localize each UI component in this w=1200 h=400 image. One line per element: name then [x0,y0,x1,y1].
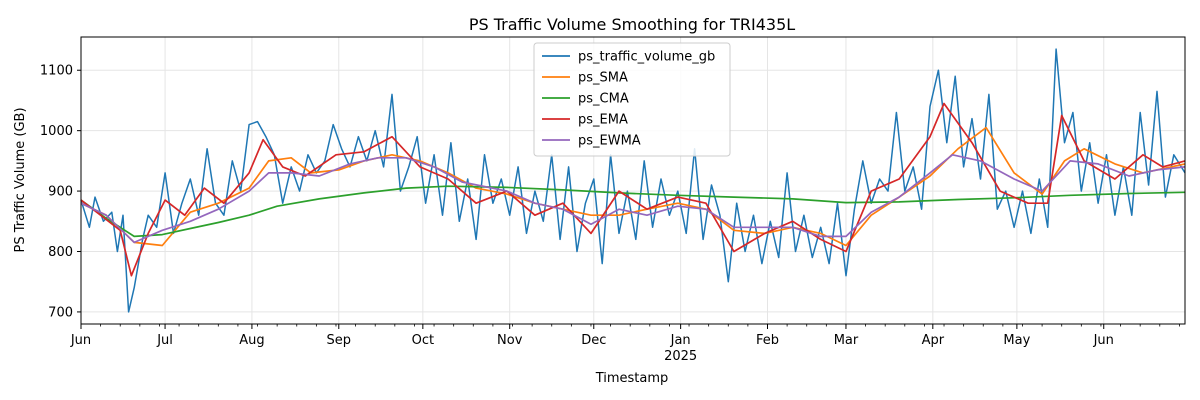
x-tick-label: Jan [670,333,691,348]
y-tick-label: 800 [48,245,73,260]
x-tick-label: Aug [239,333,264,348]
legend-label: ps_traffic_volume_gb [578,50,715,65]
series-line-ps_EWMA [80,153,1186,244]
y-tick-label: 700 [48,305,73,320]
x-tick-label: Feb [756,333,779,348]
y-tick-label: 1000 [40,124,73,139]
x-tick-label: Mar [834,333,859,348]
x-tick-label: Sep [327,333,352,348]
legend-label: ps_EMA [578,113,628,128]
chart-title: PS Traffic Volume Smoothing for TRI435L [469,15,795,34]
legend-label: ps_EWMA [578,134,641,149]
x-tick-label: Jul [156,333,173,348]
y-tick-label: 1100 [40,64,73,79]
series-line-ps_CMA [80,185,1186,238]
x-tick-label: Nov [497,333,523,348]
x-tick-label: Apr [922,333,945,348]
series-layer [80,48,1186,313]
x-tick-label: Jun [1093,333,1114,348]
plot-frame [80,36,1186,325]
legend-label: ps_CMA [578,92,629,107]
y-axis: 700 800 900 1000 1100 [40,64,81,320]
x-tick-label: May [1003,333,1030,348]
x-axis-title: Timestamp [595,371,669,386]
y-tick-label: 900 [48,185,73,200]
legend-label: ps_SMA [578,71,628,86]
x-tick-label: Jun [70,333,91,348]
series-line-ps_EMA [80,102,1186,277]
x-tick-label: Oct [412,333,434,348]
x-tick-label: Dec [581,333,606,348]
legend-box [533,42,731,157]
series-line-ps_traffic_volume_gb [80,48,1186,313]
legend: ps_traffic_volume_gb ps_SMA ps_CMA ps_EMAps… [533,42,731,157]
series-line-ps_SMA [80,126,1186,247]
y-axis-title: PS Traffic Volume (GB) [13,107,28,252]
x-tick-sublabel: 2025 [664,349,697,364]
